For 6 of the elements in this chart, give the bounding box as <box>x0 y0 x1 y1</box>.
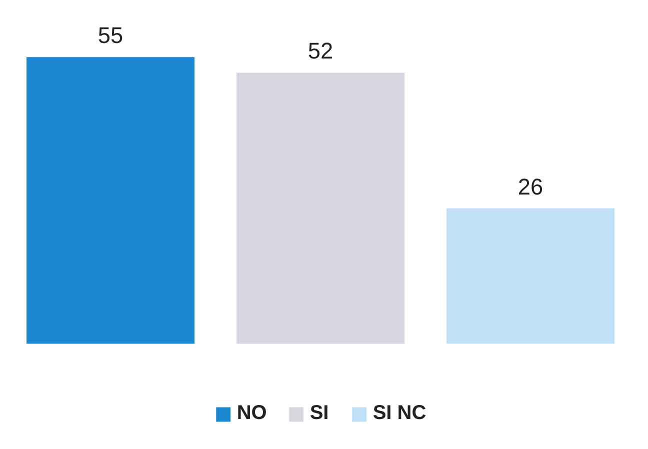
legend-label: SI <box>310 402 330 425</box>
data-label: 55 <box>98 22 124 48</box>
data-label: 26 <box>518 173 544 200</box>
legend-label: SI NC <box>372 402 426 425</box>
data-label: 52 <box>308 38 334 64</box>
legend-label: NO <box>236 402 267 425</box>
